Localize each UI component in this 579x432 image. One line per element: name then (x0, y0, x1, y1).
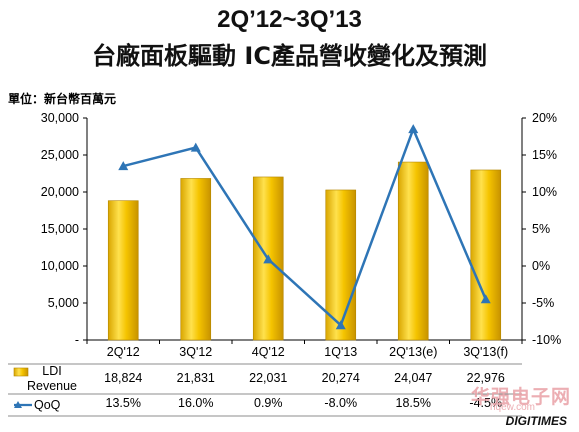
qoq-marker (118, 161, 129, 171)
left-tick-label: 25,000 (41, 148, 79, 162)
qoq-value-label: 0.9% (254, 396, 283, 410)
revenue-value-label: 24,047 (394, 371, 432, 385)
right-tick-label: 10% (532, 185, 557, 199)
revenue-value-label: 20,274 (322, 371, 360, 385)
revenue-value-label: 18,824 (104, 371, 142, 385)
category-label: 2Q'12 (107, 345, 140, 359)
qoq-value-label: 13.5% (106, 396, 141, 410)
legend-label-ldi: LDI (42, 364, 61, 378)
legend-label-qoq: QoQ (34, 398, 61, 412)
chart-title-line1: 2Q’12~3Q’13 (217, 6, 362, 33)
category-label: 3Q'12 (179, 345, 212, 359)
left-tick-label: 30,000 (41, 111, 79, 125)
qoq-marker (190, 142, 201, 152)
left-tick-label: 10,000 (41, 259, 79, 273)
category-label: 3Q'13(f) (463, 345, 508, 359)
legend-key-qoq-marker (14, 401, 22, 408)
legend-label-revenue: Revenue (27, 379, 77, 393)
right-tick-label: 5% (532, 222, 550, 236)
left-tick-label: 5,000 (48, 296, 79, 310)
qoq-marker (480, 294, 491, 304)
bar-ldi-revenue (180, 178, 212, 341)
qoq-value-label: -8.0% (324, 396, 357, 410)
unit-label: 單位：新台幣百萬元 (8, 92, 117, 106)
bar-ldi-revenue (107, 200, 139, 341)
right-tick-label: 15% (532, 148, 557, 162)
watermark-logo: 华强电子网 (470, 386, 571, 408)
chart-title-line2: 台廠面板驅動 IC產品營收變化及預測 (92, 42, 487, 70)
right-tick-label: 0% (532, 259, 550, 273)
revenue-value-label: 22,031 (249, 371, 287, 385)
bar-ldi-revenue (470, 169, 502, 341)
right-tick-label: -10% (532, 333, 561, 347)
left-tick-label: 20,000 (41, 185, 79, 199)
legend-key-ldi-revenue (13, 367, 29, 377)
qoq-value-label: 18.5% (396, 396, 431, 410)
watermark-url: hqew.com (489, 402, 535, 413)
brand-logo: DIGITIMES (505, 414, 567, 428)
left-tick-label: 15,000 (41, 222, 79, 236)
qoq-value-label: 16.0% (178, 396, 213, 410)
qoq-value-label: -4.5% (469, 396, 502, 410)
category-label: 4Q'12 (252, 345, 285, 359)
left-tick-label: - (75, 333, 79, 347)
right-tick-label: 20% (532, 111, 557, 125)
revenue-value-label: 22,976 (467, 371, 505, 385)
qoq-line (122, 125, 487, 328)
qoq-marker (335, 320, 346, 330)
category-label: 1Q'13 (324, 345, 357, 359)
qoq-marker (263, 254, 274, 264)
revenue-value-label: 21,831 (177, 371, 215, 385)
bar-ldi-revenue (397, 161, 429, 341)
right-tick-label: -5% (532, 296, 554, 310)
qoq-marker (408, 124, 419, 134)
bar-ldi-revenue (325, 189, 357, 341)
category-label: 2Q'13(e) (389, 345, 437, 359)
